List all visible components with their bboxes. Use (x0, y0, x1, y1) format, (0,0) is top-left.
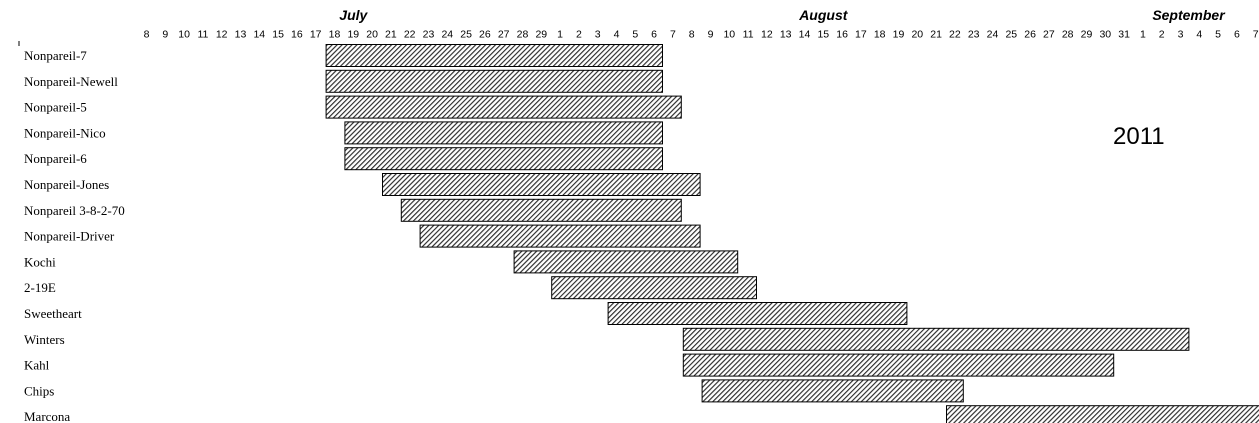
month-label: August (798, 7, 849, 23)
x-tick-label: 18 (329, 29, 341, 41)
day-tick-labels: 8 9 10 11 12 13 14 15 16 17 18 19 20 21 22 23 24 25 26 27 28… (144, 29, 1259, 41)
harvest-bar (344, 121, 663, 145)
variety-label: Nonpareil-Newell (24, 74, 118, 89)
x-tick-label: 25 (460, 29, 472, 41)
harvest-bars (325, 44, 1259, 423)
x-tick-label: 12 (761, 29, 773, 41)
year-annotation: 2011 (1113, 123, 1165, 150)
variety-label: 2-19E (24, 280, 56, 295)
x-tick-label: 13 (780, 29, 792, 41)
x-tick-label: 2 (576, 29, 582, 41)
variety-label: Kochi (24, 254, 56, 269)
x-tick-label: 4 (1196, 29, 1202, 41)
x-tick-label: 3 (1178, 29, 1184, 41)
x-tick-label: 24 (987, 29, 999, 41)
harvest-bar (325, 44, 663, 67)
x-tick-label: 12 (216, 29, 228, 41)
x-tick-label: 6 (651, 29, 657, 41)
x-tick-label: 24 (441, 29, 453, 41)
x-tick-label: 14 (253, 29, 265, 41)
x-tick-label: 11 (743, 29, 754, 41)
x-tick-label: 15 (272, 29, 284, 41)
harvest-bar (325, 69, 663, 93)
x-tick-label: 22 (949, 29, 961, 41)
month-labels: July August September (339, 7, 1226, 23)
variety-label: Nonpareil-Jones (24, 177, 109, 192)
x-tick-label: 21 (385, 29, 397, 41)
x-tick-label: 23 (423, 29, 435, 41)
harvest-bar (325, 95, 682, 119)
x-tick-label: 9 (162, 29, 168, 41)
x-tick-label: 28 (517, 29, 529, 41)
x-tick-label: 7 (1253, 29, 1259, 41)
variety-label: Nonpareil-Driver (24, 229, 115, 244)
x-tick-label: 7 (670, 29, 676, 41)
x-tick-label: 19 (347, 29, 359, 41)
x-tick-label: 3 (595, 29, 601, 41)
x-tick-label: 26 (1024, 29, 1036, 41)
x-tick-label: 27 (1043, 29, 1055, 41)
x-tick-label: 16 (836, 29, 848, 41)
harvest-bar (682, 353, 1115, 377)
x-tick-label: 16 (291, 29, 303, 41)
variety-label: Chips (24, 383, 54, 398)
x-tick-label: 19 (893, 29, 905, 41)
x-tick-label: 17 (855, 29, 867, 41)
x-tick-label: 27 (498, 29, 510, 41)
x-tick-label: 8 (144, 29, 150, 41)
variety-label: Nonpareil-6 (24, 151, 87, 166)
x-tick-label: 1 (557, 29, 563, 41)
variety-label: Kahl (24, 358, 50, 373)
x-tick-label: 31 (1118, 29, 1130, 41)
harvest-bar (946, 405, 1259, 423)
x-tick-label: 20 (366, 29, 378, 41)
x-tick-label: 29 (1081, 29, 1093, 41)
x-tick-label: 14 (799, 29, 811, 41)
x-tick-label: 2 (1159, 29, 1165, 41)
variety-label: Marcona (24, 409, 70, 423)
x-tick-label: 4 (614, 29, 620, 41)
x-tick-label: 25 (1005, 29, 1017, 41)
x-tick-label: 5 (1215, 29, 1221, 41)
harvest-bar (682, 327, 1190, 351)
harvest-bar (344, 147, 663, 171)
x-tick-label: 29 (535, 29, 547, 41)
variety-label: Sweetheart (24, 306, 82, 321)
x-tick-label: 10 (723, 29, 735, 41)
harvest-bar (382, 173, 701, 196)
x-tick-label: 21 (930, 29, 942, 41)
variety-label: Nonpareil-7 (24, 48, 87, 63)
x-tick-label: 28 (1062, 29, 1074, 41)
x-tick-label: 9 (708, 29, 714, 41)
variety-labels: Nonpareil-7 Nonpareil-Newell Nonpareil-5 No… (24, 48, 125, 423)
x-tick-label: 17 (310, 29, 322, 41)
x-tick-label: 6 (1234, 29, 1240, 41)
harvest-bar (551, 276, 758, 300)
x-tick-label: 8 (689, 29, 695, 41)
x-tick-label: 20 (911, 29, 923, 41)
harvest-bar (419, 224, 701, 248)
x-tick-label: 22 (404, 29, 416, 41)
x-tick-label: 30 (1099, 29, 1111, 41)
x-tick-label: 18 (874, 29, 886, 41)
x-tick-label: 5 (632, 29, 638, 41)
variety-label: Nonpareil 3-8-2-70 (24, 203, 125, 218)
x-tick-label: 11 (197, 29, 208, 41)
variety-label: Winters (24, 332, 65, 347)
harvest-bar (607, 302, 908, 325)
x-tick-label: 13 (235, 29, 247, 41)
x-tick-label: 1 (1140, 29, 1146, 41)
month-label: September (1152, 7, 1226, 23)
harvest-bar (400, 198, 682, 222)
month-label: July (339, 7, 368, 23)
x-tick-label: 26 (479, 29, 491, 41)
variety-label: Nonpareil-Nico (24, 125, 106, 140)
x-tick-label: 15 (817, 29, 829, 41)
harvest-bar (513, 250, 739, 274)
x-tick-label: 23 (968, 29, 980, 41)
harvest-bar (701, 379, 964, 403)
variety-label: Nonpareil-5 (24, 100, 87, 115)
x-tick-label: 10 (178, 29, 190, 41)
